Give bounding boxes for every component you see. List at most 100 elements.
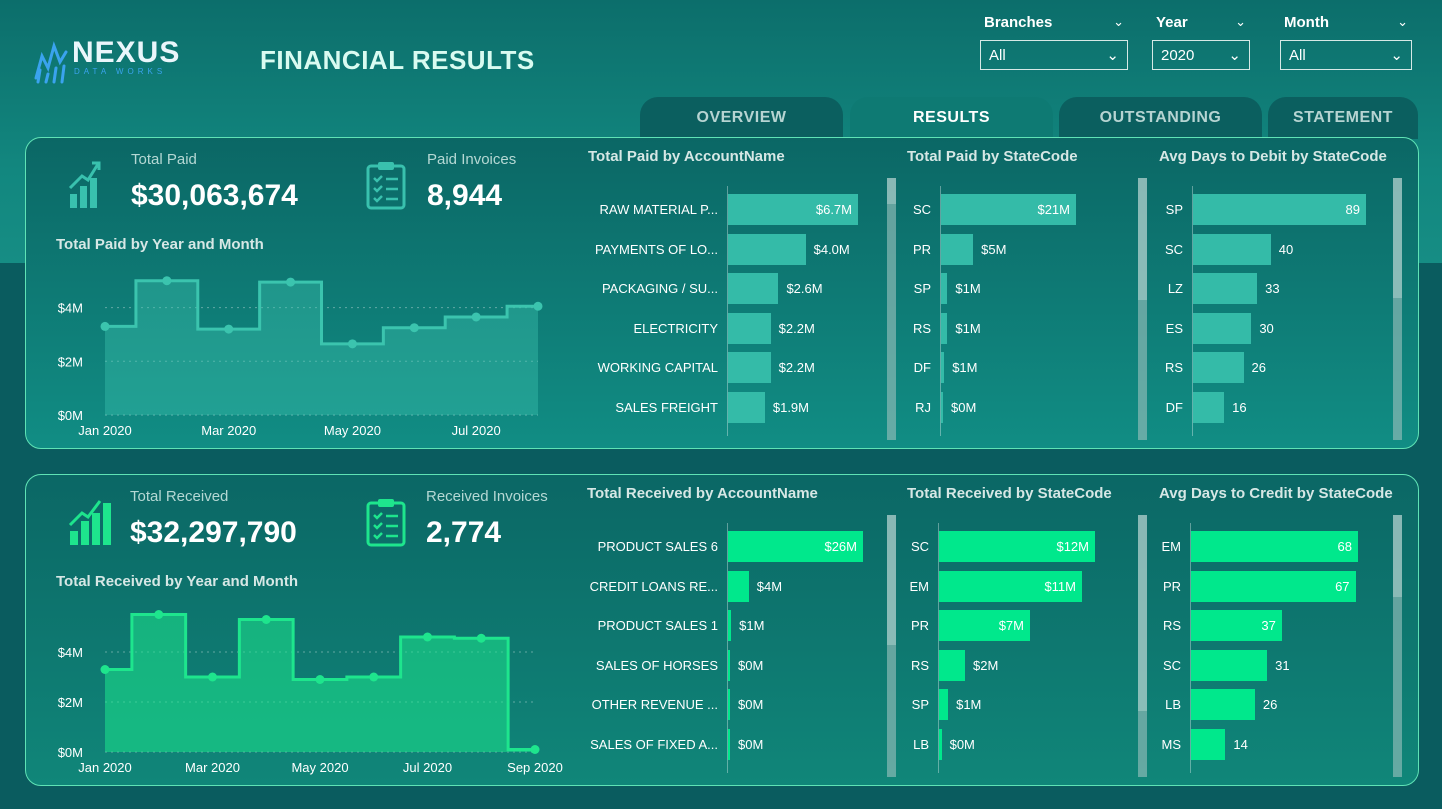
data-point[interactable] <box>100 321 110 331</box>
chevron-down-icon[interactable]: ⌄ <box>1113 14 1124 29</box>
data-point[interactable] <box>208 672 217 682</box>
slicer-branches[interactable]: Branches ⌄ All ⌄ <box>980 14 1128 70</box>
received-state-row[interactable]: SC $12M <box>895 531 1165 562</box>
data-point[interactable] <box>286 277 296 287</box>
credit-days-row[interactable]: RS 37 <box>1150 610 1428 641</box>
scrollbar[interactable] <box>887 515 896 777</box>
received-account-bar[interactable] <box>728 610 732 641</box>
paid-account-bar[interactable] <box>728 233 806 265</box>
tab-overview[interactable]: OVERVIEW <box>640 97 843 139</box>
paid-state-row[interactable]: RJ $0M <box>895 391 1146 423</box>
received-state-bar[interactable] <box>939 610 1030 641</box>
chevron-down-icon[interactable]: ⌄ <box>1235 14 1246 29</box>
month-dropdown[interactable]: All ⌄ <box>1280 40 1412 70</box>
debit-days-row[interactable]: RS 26 <box>1150 352 1436 383</box>
debit-days-bar[interactable] <box>1193 233 1271 265</box>
paid-account-bar[interactable] <box>728 391 765 423</box>
paid-state-bar[interactable] <box>941 391 943 423</box>
year-dropdown[interactable]: 2020 ⌄ <box>1152 40 1250 70</box>
data-point[interactable] <box>315 675 325 684</box>
data-point[interactable] <box>261 615 271 624</box>
received-account-bar[interactable] <box>728 728 730 760</box>
debit-days-row[interactable]: ES 30 <box>1150 312 1436 344</box>
paid-state-row[interactable]: RS $1M <box>895 312 1146 344</box>
debit-days-bar[interactable] <box>1193 352 1244 383</box>
paid-state-bar[interactable] <box>941 352 945 383</box>
paid-account-row[interactable]: RAW MATERIAL P... $6.7M <box>575 194 928 225</box>
received-account-bar[interactable] <box>728 649 730 681</box>
paid-state-bar[interactable] <box>941 233 974 265</box>
data-point[interactable] <box>369 672 379 682</box>
received-account-row[interactable]: OTHER REVENUE ... $0M <box>575 689 933 720</box>
scrollbar[interactable] <box>1393 515 1402 777</box>
paid-account-row[interactable]: WORKING CAPITAL $2.2M <box>575 352 928 383</box>
data-point[interactable] <box>409 323 419 333</box>
paid-state-row[interactable]: SC $21M <box>895 194 1146 225</box>
data-point[interactable] <box>162 276 172 286</box>
received-account-bar[interactable] <box>728 689 730 720</box>
credit-days-bar[interactable] <box>1191 649 1268 681</box>
received-state-row[interactable]: EM $11M <box>895 570 1165 602</box>
debit-days-row[interactable]: DF 16 <box>1150 391 1436 423</box>
credit-days-bar[interactable] <box>1191 531 1358 562</box>
debit-days-bar[interactable] <box>1193 194 1366 225</box>
paid-account-bar[interactable] <box>728 273 779 304</box>
debit-days-bar[interactable] <box>1193 312 1252 344</box>
received-account-row[interactable]: CREDIT LOANS RE... $4M <box>575 570 933 602</box>
credit-days-bar[interactable] <box>1191 728 1226 760</box>
paid-account-bar[interactable] <box>728 352 771 383</box>
received-state-row[interactable]: RS $2M <box>895 649 1165 681</box>
paid-state-bar[interactable] <box>941 273 948 304</box>
received-state-bar[interactable] <box>939 728 942 760</box>
credit-days-bar[interactable] <box>1191 610 1282 641</box>
received-state-bar[interactable] <box>939 570 1082 602</box>
paid-state-row[interactable]: PR $5M <box>895 233 1146 265</box>
debit-days-row[interactable]: SP 89 <box>1150 194 1436 225</box>
paid-account-bar[interactable] <box>728 312 771 344</box>
received-account-row[interactable]: PRODUCT SALES 1 $1M <box>575 610 933 641</box>
scrollbar[interactable] <box>1138 178 1147 440</box>
debit-days-bar[interactable] <box>1193 391 1225 423</box>
credit-days-row[interactable]: LB 26 <box>1150 689 1428 720</box>
tab-results[interactable]: RESULTS <box>850 97 1053 139</box>
credit-days-bar[interactable] <box>1191 570 1356 602</box>
data-point[interactable] <box>423 632 432 642</box>
paid-state-row[interactable]: SP $1M <box>895 273 1146 304</box>
chevron-down-icon[interactable]: ⌄ <box>1397 14 1408 29</box>
tab-outstanding[interactable]: OUTSTANDING <box>1059 97 1262 139</box>
debit-days-bar[interactable] <box>1193 273 1258 304</box>
paid-account-bar[interactable] <box>728 194 858 225</box>
received-account-bar[interactable] <box>728 570 749 602</box>
received-account-row[interactable]: SALES OF FIXED A... $0M <box>575 728 933 760</box>
paid-state-bar[interactable] <box>941 194 1076 225</box>
paid-account-row[interactable]: PAYMENTS OF LO... $4.0M <box>575 233 928 265</box>
received-state-row[interactable]: PR $7M <box>895 610 1165 641</box>
received-state-bar[interactable] <box>939 531 1095 562</box>
data-point[interactable] <box>154 610 164 619</box>
scrollbar[interactable] <box>887 178 896 440</box>
slicer-year[interactable]: Year ⌄ 2020 ⌄ <box>1152 14 1250 70</box>
debit-days-row[interactable]: LZ 33 <box>1150 273 1436 304</box>
paid-state-bar[interactable] <box>941 312 948 344</box>
paid-state-row[interactable]: DF $1M <box>895 352 1146 383</box>
credit-days-row[interactable]: EM 68 <box>1150 531 1428 562</box>
received-state-row[interactable]: LB $0M <box>895 728 1165 760</box>
branches-dropdown[interactable]: All ⌄ <box>980 40 1128 70</box>
paid-account-row[interactable]: ELECTRICITY $2.2M <box>575 312 928 344</box>
data-point[interactable] <box>347 339 357 349</box>
data-point[interactable] <box>224 324 234 334</box>
received-account-row[interactable]: SALES OF HORSES $0M <box>575 649 933 681</box>
data-point[interactable] <box>100 665 110 674</box>
credit-days-row[interactable]: MS 14 <box>1150 728 1428 760</box>
paid-account-row[interactable]: SALES FREIGHT $1.9M <box>575 391 928 423</box>
received-account-row[interactable]: PRODUCT SALES 6 $26M <box>575 531 933 562</box>
credit-days-bar[interactable] <box>1191 689 1255 720</box>
slicer-month[interactable]: Month ⌄ All ⌄ <box>1280 14 1412 70</box>
credit-days-row[interactable]: SC 31 <box>1150 649 1428 681</box>
debit-days-row[interactable]: SC 40 <box>1150 233 1436 265</box>
received-state-row[interactable]: SP $1M <box>895 689 1165 720</box>
data-point[interactable] <box>476 633 486 643</box>
received-state-bar[interactable] <box>939 689 949 720</box>
scrollbar[interactable] <box>1138 515 1147 777</box>
credit-days-row[interactable]: PR 67 <box>1150 570 1428 602</box>
